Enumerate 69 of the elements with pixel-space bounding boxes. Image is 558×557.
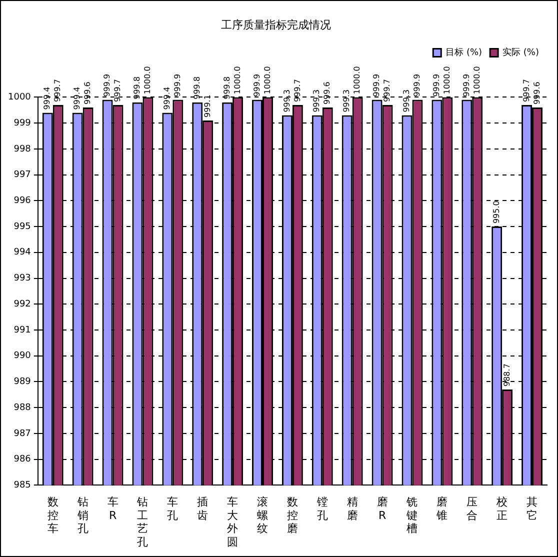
x-tick-label: 压合 bbox=[466, 496, 478, 522]
x-tick-label: 铣键槽 bbox=[406, 496, 418, 536]
x-tick-label: 其它 bbox=[526, 496, 538, 522]
y-tick-label: 985 bbox=[14, 480, 31, 491]
data-label: 999.3 bbox=[312, 89, 322, 112]
data-label: 999.8 bbox=[222, 76, 232, 100]
y-tick-label: 988 bbox=[14, 402, 32, 413]
y-tick-label: 995 bbox=[14, 222, 31, 232]
x-tick-label: 数控车 bbox=[47, 496, 58, 536]
y-tick-label: 993 bbox=[14, 274, 31, 284]
x-tick-label: 钻销孔 bbox=[76, 496, 88, 536]
data-label: 999.4 bbox=[72, 86, 82, 110]
data-label: 1000.0 bbox=[232, 66, 242, 94]
x-tick-label: 精磨 bbox=[346, 496, 358, 522]
data-label: 1000.0 bbox=[262, 66, 272, 94]
data-label: 1000.0 bbox=[442, 66, 452, 94]
x-tick-label: 镗孔 bbox=[316, 496, 328, 522]
data-label: 999.4 bbox=[42, 86, 52, 110]
data-label: 999.3 bbox=[402, 89, 412, 112]
x-tick-label: 滚螺纹 bbox=[257, 496, 268, 536]
data-label: 999.9 bbox=[372, 74, 382, 97]
y-tick-label: 998 bbox=[14, 144, 32, 154]
data-label: 999.6 bbox=[83, 82, 92, 105]
data-label: 1000.0 bbox=[143, 66, 152, 94]
x-tick-label: 车孔 bbox=[167, 496, 178, 522]
y-tick-label: 990 bbox=[14, 351, 32, 362]
data-label: 988.7 bbox=[502, 364, 512, 386]
data-label: 999.3 bbox=[282, 89, 292, 112]
data-label: 999.7 bbox=[382, 79, 392, 102]
y-tick-label: 992 bbox=[14, 299, 31, 310]
data-label: 999.6 bbox=[322, 82, 332, 105]
y-tick-label: 997 bbox=[14, 170, 31, 180]
x-tick-label: 磨锥 bbox=[436, 496, 448, 522]
y-tick-label: 989 bbox=[14, 377, 32, 388]
x-tick-label: 校正 bbox=[496, 496, 508, 522]
data-label: 999.9 bbox=[412, 74, 422, 97]
data-label: 999.9 bbox=[432, 74, 442, 97]
y-tick-label: 999 bbox=[14, 118, 32, 128]
legend-label: 实际 (%) bbox=[502, 47, 539, 58]
data-label: 999.9 bbox=[462, 74, 471, 97]
data-label: 1000.0 bbox=[352, 66, 362, 94]
x-tick-label: 插齿 bbox=[197, 496, 208, 522]
x-tick-label: 钻工艺孔 bbox=[136, 496, 148, 548]
x-tick-label: 车R bbox=[107, 496, 118, 522]
x-tick-label: 车大外圆 bbox=[227, 496, 238, 548]
data-label: 999.9 bbox=[252, 74, 262, 97]
y-tick-label: 1000 bbox=[8, 92, 32, 103]
data-label: 999.7 bbox=[292, 79, 302, 102]
y-tick-label: 991 bbox=[14, 325, 31, 336]
y-tick-label: 987 bbox=[14, 428, 31, 439]
data-label: 999.3 bbox=[342, 89, 352, 112]
y-tick-label: 986 bbox=[14, 454, 32, 465]
chart-title: 工序质量指标完成情况 bbox=[221, 18, 331, 32]
data-label: 999.9 bbox=[172, 74, 182, 97]
x-tick-label: 数控磨 bbox=[286, 496, 298, 536]
data-label: 999.7 bbox=[522, 79, 531, 102]
y-tick-label: 996 bbox=[14, 196, 32, 206]
data-label: 995.0 bbox=[492, 200, 501, 224]
data-label: 999.7 bbox=[113, 79, 122, 102]
data-label: 999.9 bbox=[102, 74, 112, 97]
data-label: 999.6 bbox=[532, 82, 542, 105]
data-label: 999.7 bbox=[53, 79, 62, 102]
x-tick-label: 磨R bbox=[376, 496, 388, 522]
data-label: 999.8 bbox=[132, 76, 142, 100]
y-tick-label: 994 bbox=[14, 248, 32, 258]
data-label: 999.4 bbox=[162, 86, 172, 110]
data-label: 1000.0 bbox=[472, 66, 482, 94]
data-label: 999.8 bbox=[192, 76, 202, 100]
legend-label: 目标 (%) bbox=[446, 47, 482, 58]
